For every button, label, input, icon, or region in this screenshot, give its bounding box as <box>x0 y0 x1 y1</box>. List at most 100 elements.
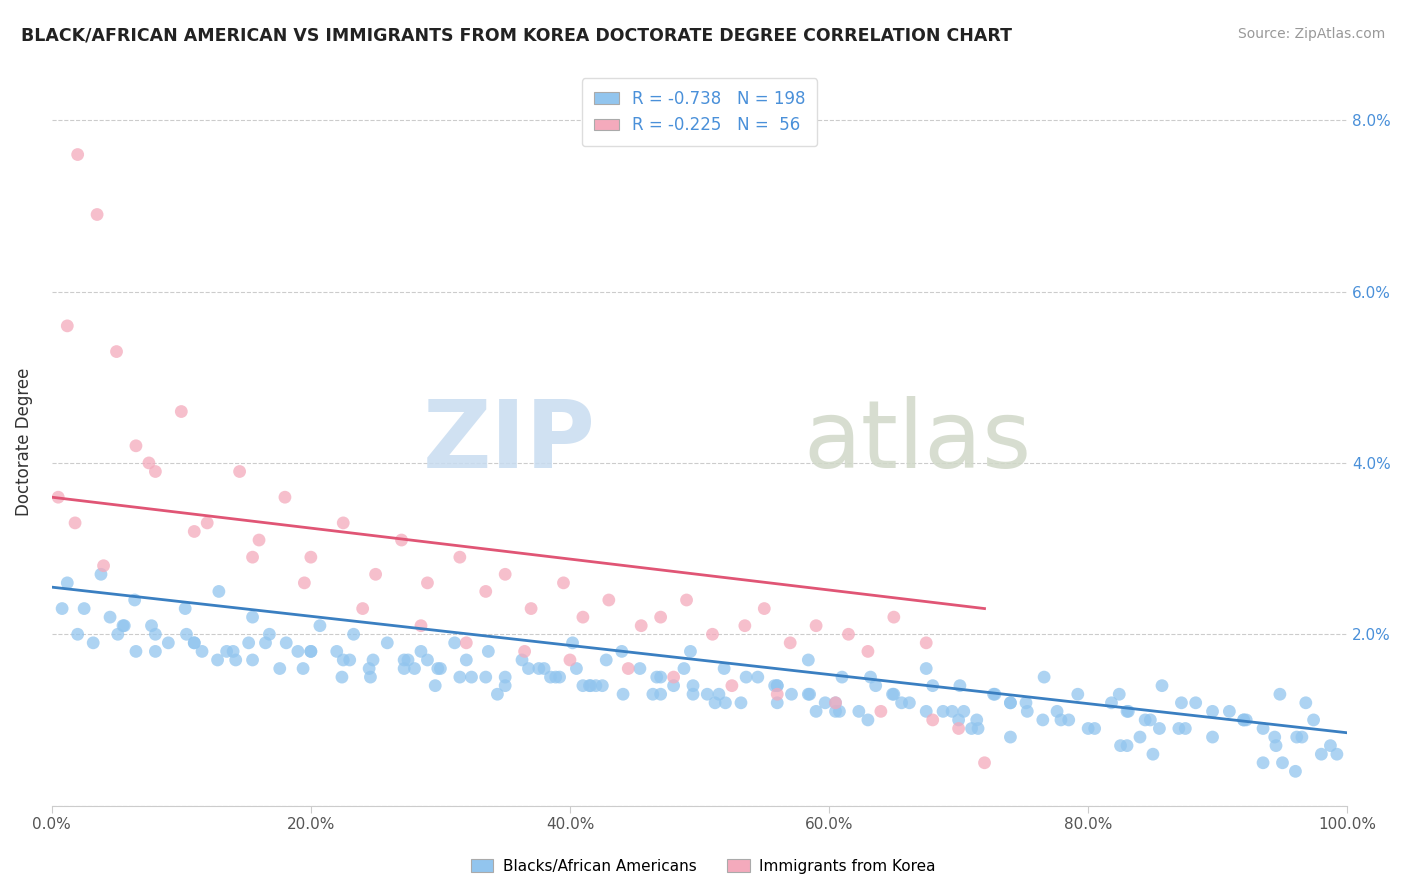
Point <box>859 670 882 684</box>
Point <box>915 704 938 718</box>
Point <box>392 661 415 675</box>
Point <box>1264 730 1286 744</box>
Point <box>513 644 536 658</box>
Point <box>533 661 555 675</box>
Point <box>828 704 851 718</box>
Point <box>984 687 1007 701</box>
Point <box>540 670 562 684</box>
Point <box>870 704 893 718</box>
Point <box>572 610 595 624</box>
Point <box>679 644 702 658</box>
Point <box>238 636 260 650</box>
Point <box>1139 713 1161 727</box>
Point <box>960 722 983 736</box>
Point <box>170 404 193 418</box>
Point <box>1265 739 1288 753</box>
Point <box>215 644 238 658</box>
Point <box>595 653 617 667</box>
Point <box>915 636 938 650</box>
Point <box>517 661 540 675</box>
Point <box>578 679 600 693</box>
Point <box>276 636 298 650</box>
Point <box>125 439 148 453</box>
Point <box>494 670 516 684</box>
Point <box>342 627 364 641</box>
Point <box>612 687 634 701</box>
Point <box>707 687 730 701</box>
Point <box>544 670 567 684</box>
Point <box>510 653 533 667</box>
Point <box>553 575 575 590</box>
Point <box>1057 713 1080 727</box>
Point <box>1233 713 1256 727</box>
Point <box>409 618 432 632</box>
Point <box>572 679 595 693</box>
Point <box>391 533 413 547</box>
Point <box>1310 747 1333 762</box>
Point <box>561 636 583 650</box>
Point <box>494 679 516 693</box>
Point <box>1017 704 1039 718</box>
Point <box>1268 687 1291 701</box>
Point <box>299 644 322 658</box>
Point <box>967 722 990 736</box>
Point <box>1326 747 1348 762</box>
Point <box>1319 739 1341 753</box>
Point <box>779 636 801 650</box>
Point <box>63 516 86 530</box>
Point <box>66 147 89 161</box>
Point <box>269 661 291 675</box>
Point <box>1142 747 1164 762</box>
Point <box>141 618 163 632</box>
Point <box>824 696 846 710</box>
Point <box>747 670 769 684</box>
Point <box>948 713 970 727</box>
Point <box>174 601 197 615</box>
Point <box>1184 696 1206 710</box>
Point <box>254 636 277 650</box>
Point <box>824 704 846 718</box>
Point <box>207 653 229 667</box>
Point <box>73 601 96 615</box>
Point <box>124 593 146 607</box>
Point <box>630 618 652 632</box>
Point <box>112 618 135 632</box>
Point <box>856 713 879 727</box>
Point <box>449 550 471 565</box>
Point <box>730 696 752 710</box>
Point <box>520 601 543 615</box>
Point <box>456 653 478 667</box>
Point <box>426 661 449 675</box>
Point <box>364 567 387 582</box>
Point <box>274 490 297 504</box>
Point <box>1000 696 1022 710</box>
Point <box>292 575 315 590</box>
Point <box>242 653 264 667</box>
Point <box>565 661 588 675</box>
Point <box>1291 730 1313 744</box>
Point <box>948 722 970 736</box>
Point <box>1284 764 1306 779</box>
Point <box>477 644 499 658</box>
Point <box>474 584 496 599</box>
Point <box>921 713 943 727</box>
Point <box>332 653 354 667</box>
Point <box>352 601 374 615</box>
Point <box>1271 756 1294 770</box>
Point <box>548 670 571 684</box>
Point <box>797 687 820 701</box>
Y-axis label: Doctorate Degree: Doctorate Degree <box>15 368 32 516</box>
Point <box>766 679 789 693</box>
Point <box>242 610 264 624</box>
Point <box>1101 696 1123 710</box>
Point <box>494 567 516 582</box>
Point <box>145 644 167 658</box>
Point <box>98 610 121 624</box>
Point <box>1302 713 1324 727</box>
Point <box>1285 730 1308 744</box>
Point <box>1170 696 1192 710</box>
Text: Source: ZipAtlas.com: Source: ZipAtlas.com <box>1237 27 1385 41</box>
Point <box>183 524 205 539</box>
Point <box>287 644 309 658</box>
Point <box>682 679 704 693</box>
